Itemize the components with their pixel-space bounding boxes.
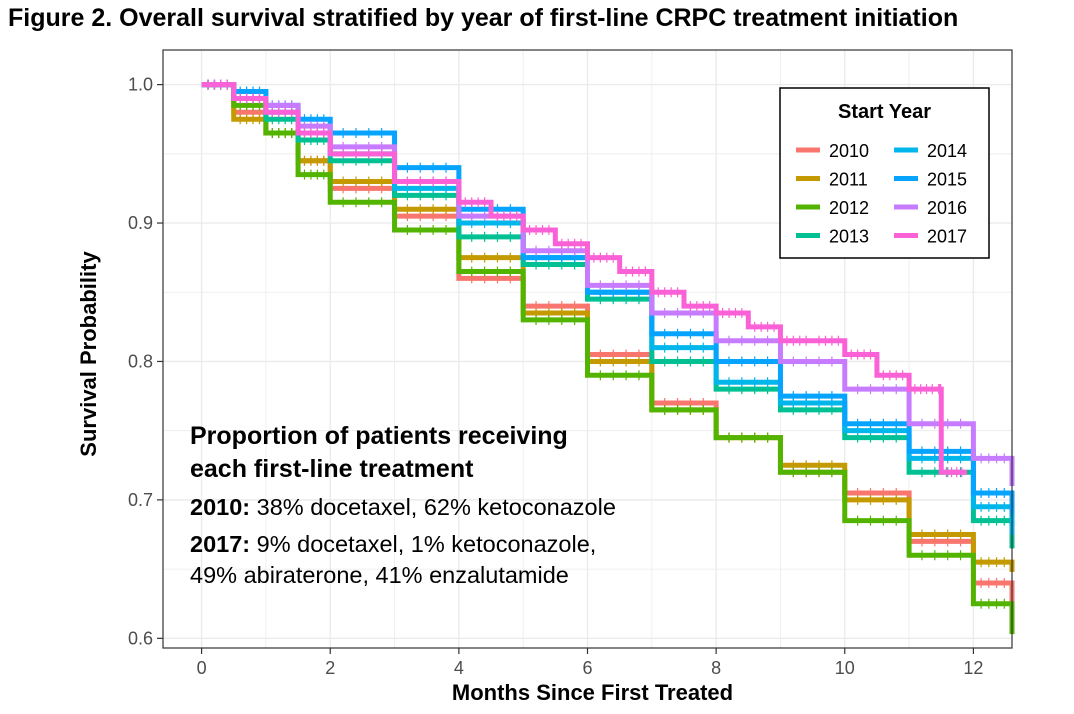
legend-label-2011: 2011 [829,170,868,190]
legend-label-2010: 2010 [829,141,869,161]
annotation-year-2010: 2010: [190,494,251,520]
x-tick-label: 12 [963,658,983,678]
legend-label-2016: 2016 [927,198,967,218]
censor-marks-2017 [207,79,963,478]
y-tick-label: 0.6 [128,628,153,648]
legend-label-2015: 2015 [927,170,967,190]
annotation-row-2010: 2010: 38% docetaxel, 62% ketoconazole [190,492,730,523]
annotation-text-2010: 38% docetaxel, 62% ketoconazole [250,494,616,520]
y-tick-label: 0.7 [128,490,153,510]
annotation-heading-line2: each first-line treatment [190,455,474,483]
annotation-year-2017: 2017: [190,531,251,557]
y-tick-label: 0.8 [128,351,153,371]
x-tick-label: 4 [454,658,464,678]
x-tick-label: 10 [835,658,855,678]
x-axis-title: Months Since First Treated [452,680,733,705]
y-tick-label: 0.9 [128,213,153,233]
legend-box [779,87,990,259]
series-line-2017 [201,82,967,475]
legend-title: Start Year [838,101,931,123]
annotation-heading: Proportion of patients receiving each fi… [190,420,730,486]
legend-label-2013: 2013 [829,227,869,247]
x-tick-label: 6 [582,658,592,678]
annotation-heading-line1: Proportion of patients receiving [190,422,568,450]
annotation-text-2017: 9% docetaxel, 1% ketoconazole, [250,531,597,557]
x-tick-label: 2 [325,658,335,678]
axes: 0 2 4 6 8 10 12 0.6 0.7 0.8 0.9 1.0 Months Since Fir… [76,75,983,705]
x-tick-label: 8 [711,658,721,678]
legend: Start Year 2010 2011 2012 2013 2014 2015 2016 20… [779,87,990,259]
series-layer [201,79,1015,635]
y-tick-label: 1.0 [128,75,153,95]
treatment-annotation: Proportion of patients receiving each fi… [190,420,730,591]
annotation-row-2017: 2017: 9% docetaxel, 1% ketoconazole, [190,529,730,560]
legend-label-2012: 2012 [829,198,869,218]
censor-marks-2012 [207,79,1005,609]
legend-label-2017: 2017 [927,227,967,247]
figure-title: Figure 2. Overall survival stratified by… [8,4,959,32]
legend-label-2014: 2014 [927,141,967,161]
y-axis-title: Survival Probability [76,251,101,457]
x-tick-label: 0 [197,658,207,678]
annotation-row-2017-line2: 49% abiraterone, 41% enzalutamide [190,562,569,588]
